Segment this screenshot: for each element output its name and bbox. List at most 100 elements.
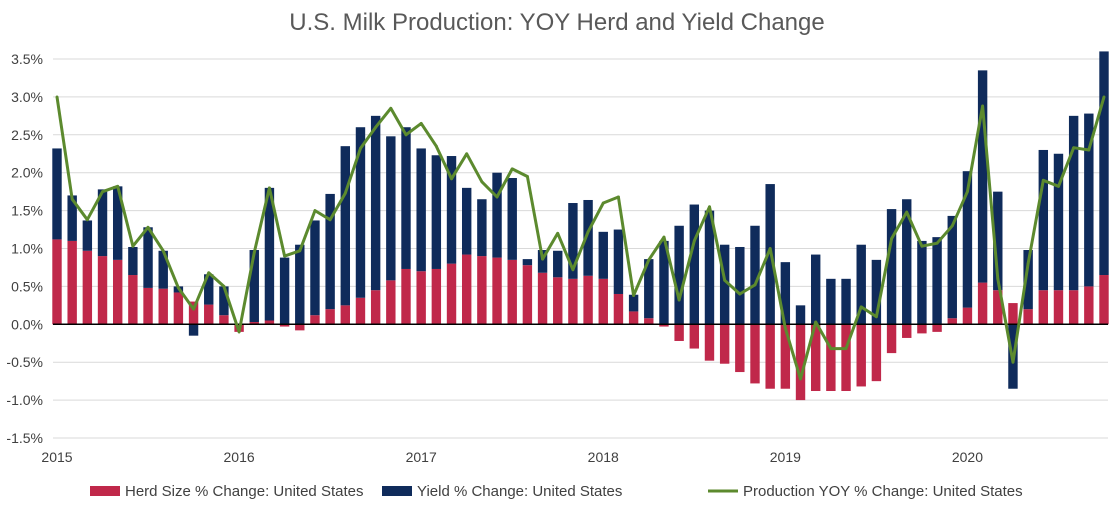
production-point xyxy=(70,197,74,201)
yield-bar xyxy=(52,148,62,240)
yield-bar xyxy=(659,240,669,325)
y-tick-label: 0.5% xyxy=(11,278,43,294)
production-point xyxy=(1011,360,1015,364)
herd-bar xyxy=(67,240,77,325)
herd-bar xyxy=(735,324,745,373)
yield-bar xyxy=(583,199,593,276)
production-point xyxy=(950,224,954,228)
production-point xyxy=(541,257,544,261)
yield-bar xyxy=(932,237,942,325)
production-point xyxy=(799,377,802,381)
x-tick-label: 2020 xyxy=(952,449,983,465)
production-point xyxy=(116,184,120,188)
herd-bar xyxy=(886,324,897,354)
yield-bar xyxy=(704,210,715,325)
yield-bar xyxy=(431,155,442,269)
herd-bar xyxy=(386,280,396,325)
herd-bar xyxy=(279,324,290,327)
y-tick-label: 2.5% xyxy=(11,127,43,143)
production-point xyxy=(101,190,104,194)
herd-bar xyxy=(568,278,578,325)
y-tick-label: 2.0% xyxy=(11,165,43,181)
herd-bar xyxy=(249,322,259,325)
herd-bar xyxy=(416,271,426,325)
yield-bar xyxy=(962,171,973,308)
herd-bar xyxy=(583,275,593,325)
herd-bar xyxy=(1038,290,1049,325)
yield-bar xyxy=(750,225,760,325)
yield-bar xyxy=(355,127,366,298)
herd-bar xyxy=(1023,309,1033,325)
production-point xyxy=(571,268,575,272)
herd-bar xyxy=(128,275,138,325)
herd-bar xyxy=(1068,290,1079,325)
herd-bar xyxy=(750,324,760,384)
yield-bar xyxy=(67,195,77,241)
yield-bar xyxy=(446,156,457,264)
herd-bar xyxy=(310,315,320,325)
yield-bar xyxy=(325,193,335,310)
production-point xyxy=(283,254,287,258)
yield-bar xyxy=(143,227,153,288)
yield-bar xyxy=(310,220,320,316)
yield-bar xyxy=(461,187,472,255)
herd-bar xyxy=(188,301,199,325)
herd-bar xyxy=(613,293,624,325)
herd-bar xyxy=(810,324,821,392)
yield-bar xyxy=(553,250,563,278)
production-point xyxy=(632,294,636,297)
herd-bar xyxy=(295,324,305,331)
yield-bar xyxy=(386,136,396,281)
production-point xyxy=(859,305,863,309)
production-point xyxy=(419,122,423,125)
y-tick-label: 3.0% xyxy=(11,89,43,105)
x-tick-label: 2015 xyxy=(41,449,72,465)
herd-bar xyxy=(765,324,775,389)
yield-bar xyxy=(370,115,381,291)
herd-bar xyxy=(902,324,912,338)
production-point xyxy=(268,186,271,190)
herd-bar xyxy=(841,324,851,392)
production-point xyxy=(617,195,620,199)
production-line xyxy=(55,96,1106,381)
yield-bar xyxy=(947,215,957,319)
production-point xyxy=(480,180,484,184)
production-point xyxy=(708,205,711,209)
yield-bar xyxy=(219,286,229,316)
herd-bar xyxy=(204,304,214,325)
herd-bar xyxy=(917,324,927,334)
production-point xyxy=(677,298,681,302)
yield-bar xyxy=(689,204,700,325)
production-point xyxy=(1087,148,1091,152)
yield-bar xyxy=(1068,115,1079,291)
yield-bar xyxy=(204,274,214,305)
production-point xyxy=(146,225,150,229)
y-tick-label: 1.0% xyxy=(11,241,43,257)
yield-bar xyxy=(295,244,305,325)
line-series xyxy=(55,95,1106,381)
y-tick-label: -0.5% xyxy=(6,354,43,370)
yield-bar xyxy=(264,187,275,321)
yield-bar xyxy=(977,70,988,283)
herd-bar xyxy=(780,324,791,389)
herd-bar xyxy=(826,324,836,392)
herd-bar xyxy=(461,254,472,325)
bar-marks xyxy=(52,51,1109,401)
production-point xyxy=(890,237,893,241)
yield-bar xyxy=(628,294,639,312)
production-point xyxy=(237,330,241,334)
production-point xyxy=(829,347,833,350)
yield-bar xyxy=(416,148,426,272)
herd-bar xyxy=(52,239,62,325)
y-tick-label: 3.5% xyxy=(11,51,43,67)
production-point xyxy=(1026,262,1030,266)
yield-bar xyxy=(735,246,745,325)
yield-bar xyxy=(719,244,730,325)
production-point xyxy=(343,191,347,195)
legend-label-yield: Yield % Change: United States xyxy=(417,483,622,500)
x-axis-tick-labels: 2015 2016 2017 2018 2019 2020 xyxy=(41,449,983,465)
production-point xyxy=(753,283,757,287)
production-point xyxy=(222,285,226,288)
production-point xyxy=(465,152,469,156)
production-point xyxy=(874,315,878,319)
